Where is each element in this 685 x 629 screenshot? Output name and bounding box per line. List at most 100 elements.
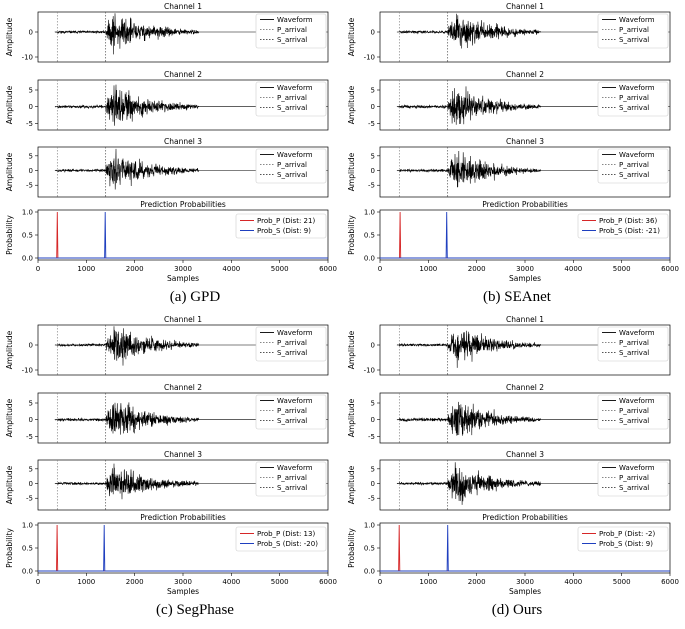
probability-axis-label: Probability: [5, 215, 14, 255]
waveform-line: [396, 86, 670, 125]
y-tick-label: 0: [371, 416, 375, 424]
channel-axes-frame: [379, 146, 671, 198]
y-tick-label: 5: [29, 465, 33, 473]
legend-label: P_arrival: [277, 474, 307, 482]
x-tick-label: 3000: [516, 578, 534, 586]
legend-label: Prob_P (Dist: 13): [257, 530, 315, 538]
x-axis-label: Samples: [167, 274, 199, 283]
amplitude-axis-label: Amplitude: [5, 398, 14, 437]
x-tick-label: 4000: [222, 578, 240, 586]
legend-label: S_arrival: [277, 171, 307, 179]
channel-title: Channel 1: [506, 315, 544, 324]
x-tick-label: 2000: [468, 265, 486, 273]
waveform-line: [54, 326, 328, 366]
y-tick-label: -10: [22, 54, 33, 62]
channel-title: Channel 3: [506, 137, 544, 146]
legend-label: Prob_S (Dist: -21): [599, 227, 660, 235]
x-tick-label: 2000: [126, 265, 144, 273]
legend-label: Waveform: [277, 151, 313, 159]
x-tick-label: 4000: [222, 265, 240, 273]
y-tick-label: -5: [368, 182, 375, 190]
legend-label: S_arrival: [619, 484, 649, 492]
legend-label: Waveform: [277, 397, 313, 405]
y-tick-label: -5: [368, 433, 375, 441]
x-tick-label: 3000: [516, 265, 534, 273]
legend-box: [235, 213, 327, 239]
y-tick-label: 0.5: [364, 232, 375, 240]
channel-axes-frame: [37, 459, 329, 511]
caption-d: (d) Ours: [491, 602, 543, 618]
y-tick-label: -10: [364, 367, 375, 375]
legend-label: S_arrival: [277, 104, 307, 112]
y-tick-label: 1.0: [364, 209, 375, 217]
legend-label: Waveform: [619, 329, 655, 337]
legend-label: S_arrival: [619, 349, 649, 357]
amplitude-axis-label: Amplitude: [347, 85, 356, 124]
legend-label: Waveform: [277, 329, 313, 337]
x-tick-label: 5000: [613, 265, 631, 273]
x-tick-label: 4000: [564, 265, 582, 273]
y-tick-label: 0: [371, 167, 375, 175]
legend-label: P_arrival: [619, 339, 649, 347]
y-tick-label: 1.0: [364, 522, 375, 530]
legend-label: P_arrival: [619, 161, 649, 169]
y-tick-label: 0.5: [22, 232, 33, 240]
waveform-line: [396, 150, 670, 188]
legend-label: Prob_P (Dist: -2): [599, 530, 656, 538]
prob-s-line: [380, 211, 670, 259]
channel-axes-frame: [379, 459, 671, 511]
x-tick-label: 3000: [174, 265, 192, 273]
legend-label: Prob_S (Dist: 9): [599, 540, 653, 548]
legend-label: S_arrival: [619, 36, 649, 44]
waveform-line: [54, 463, 328, 500]
legend-label: S_arrival: [619, 171, 649, 179]
y-tick-label: 0.0: [364, 255, 375, 263]
legend-label: Waveform: [277, 84, 313, 92]
y-tick-label: 0: [29, 29, 33, 37]
prob-s-line: [38, 211, 328, 259]
y-tick-label: 0: [371, 480, 375, 488]
legend-box: [577, 213, 669, 239]
amplitude-axis-label: Amplitude: [347, 152, 356, 191]
y-tick-label: 0.0: [22, 255, 33, 263]
prob-s-line: [38, 524, 328, 572]
amplitude-axis-label: Amplitude: [5, 152, 14, 191]
y-tick-label: 5: [29, 87, 33, 95]
legend-label: Waveform: [619, 464, 655, 472]
x-tick-label: 4000: [564, 578, 582, 586]
y-tick-label: -10: [22, 367, 33, 375]
legend-label: P_arrival: [619, 26, 649, 34]
legend-box: [577, 526, 669, 552]
x-tick-label: 1000: [419, 578, 437, 586]
legend-label: S_arrival: [277, 484, 307, 492]
y-tick-label: -5: [26, 120, 33, 128]
amplitude-axis-label: Amplitude: [347, 17, 356, 56]
waveform-line: [54, 84, 328, 126]
legend-label: P_arrival: [277, 407, 307, 415]
y-tick-label: 5: [29, 152, 33, 160]
waveform-line: [54, 148, 328, 190]
waveform-line: [54, 402, 328, 435]
legend-label: Waveform: [277, 16, 313, 24]
waveform-line: [54, 13, 328, 55]
legend-label: Waveform: [619, 397, 655, 405]
channel-axes-frame: [379, 392, 671, 444]
x-tick-label: 0: [378, 578, 382, 586]
legend-label: S_arrival: [619, 104, 649, 112]
channel-title: Channel 2: [164, 70, 202, 79]
caption-a: (a) GPD: [169, 289, 221, 305]
y-tick-label: 0.5: [22, 545, 33, 553]
y-tick-label: 0: [371, 29, 375, 37]
amplitude-axis-label: Amplitude: [5, 465, 14, 504]
x-tick-label: 0: [36, 578, 40, 586]
y-tick-label: 0: [371, 103, 375, 111]
y-tick-label: 0: [29, 342, 33, 350]
x-tick-label: 2000: [126, 578, 144, 586]
channel-title: Channel 1: [506, 2, 544, 11]
y-tick-label: 5: [371, 152, 375, 160]
chart-panel-1: Channel 1 0 -10 Amplitude Waveform P_arrival S…: [347, 2, 679, 283]
channel-axes-frame: [37, 146, 329, 198]
channel-title: Channel 2: [164, 383, 202, 392]
legend-label: P_arrival: [619, 474, 649, 482]
